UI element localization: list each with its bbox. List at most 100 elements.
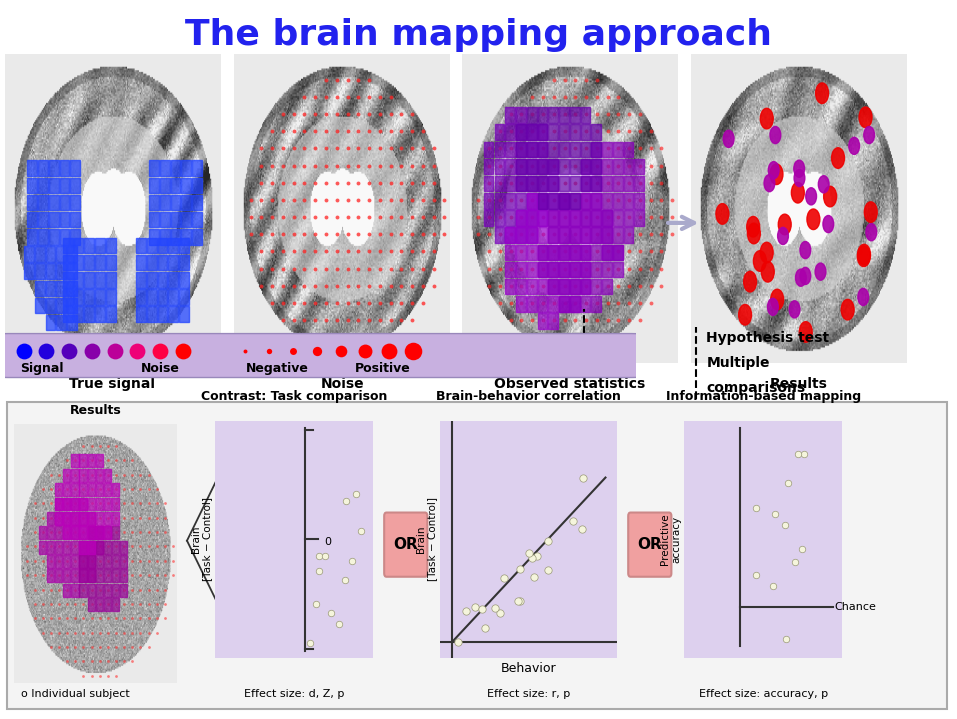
Bar — [56, 263, 66, 279]
Bar — [192, 178, 202, 193]
Bar — [538, 227, 547, 243]
Bar — [495, 176, 504, 191]
Bar — [56, 512, 62, 525]
Bar — [559, 296, 568, 311]
Bar — [71, 584, 78, 597]
Bar — [591, 159, 601, 174]
Bar — [559, 124, 568, 139]
Bar — [505, 193, 515, 209]
Bar — [96, 598, 103, 611]
Bar — [548, 193, 558, 209]
Bar — [634, 176, 644, 191]
Point — [794, 543, 810, 554]
Bar — [516, 227, 525, 243]
Bar — [591, 193, 601, 209]
Bar — [559, 193, 568, 209]
Circle shape — [716, 203, 729, 224]
Bar — [67, 280, 77, 296]
Bar — [147, 272, 157, 288]
Bar — [538, 244, 547, 260]
Bar — [88, 584, 95, 597]
Bar — [158, 238, 167, 253]
Bar — [559, 210, 568, 226]
Bar — [624, 193, 634, 209]
Y-axis label: Predictive
accuracy: Predictive accuracy — [660, 513, 681, 565]
Bar — [559, 262, 568, 278]
Bar — [538, 193, 547, 209]
Bar — [63, 255, 73, 270]
Bar — [96, 526, 103, 539]
Point — [513, 595, 528, 607]
Circle shape — [866, 224, 877, 241]
Text: OR: OR — [393, 537, 418, 552]
Point — [497, 572, 512, 584]
Bar — [495, 159, 504, 174]
Bar — [559, 296, 568, 311]
Bar — [88, 512, 95, 525]
Bar — [74, 306, 83, 322]
Bar — [613, 244, 623, 260]
Bar — [149, 229, 159, 244]
Bar — [104, 526, 111, 539]
Text: o Individual subject: o Individual subject — [21, 689, 130, 699]
Bar — [526, 193, 537, 209]
Circle shape — [770, 164, 783, 185]
Bar — [581, 210, 590, 226]
Text: Hypothesis test: Hypothesis test — [706, 331, 830, 344]
Circle shape — [762, 262, 774, 282]
Circle shape — [815, 83, 829, 104]
Bar — [63, 272, 73, 288]
Text: Noise: Noise — [141, 362, 180, 375]
Circle shape — [794, 170, 805, 187]
Bar — [49, 212, 58, 227]
Bar — [63, 555, 71, 568]
Bar — [634, 193, 644, 209]
Bar — [613, 227, 623, 243]
Bar — [74, 238, 83, 253]
Bar — [112, 569, 120, 582]
Circle shape — [746, 216, 760, 237]
Bar — [516, 210, 525, 226]
Bar — [569, 193, 580, 209]
Bar — [538, 107, 547, 123]
Bar — [591, 124, 601, 139]
Bar — [569, 210, 580, 226]
Point — [16, 345, 32, 357]
Text: Results: Results — [70, 404, 122, 417]
Bar — [526, 142, 537, 157]
Bar — [548, 279, 558, 294]
Bar — [516, 227, 525, 243]
Bar — [84, 289, 94, 305]
Bar — [74, 272, 83, 288]
Circle shape — [744, 271, 757, 292]
Bar — [591, 176, 601, 191]
Bar — [121, 584, 127, 597]
Bar — [79, 541, 87, 554]
Bar — [559, 142, 568, 157]
Bar — [79, 569, 87, 582]
Circle shape — [857, 244, 871, 265]
Bar — [88, 555, 95, 568]
Bar — [192, 229, 202, 244]
Bar — [63, 483, 71, 496]
Bar — [559, 244, 568, 260]
Bar — [71, 469, 78, 482]
Point — [333, 345, 348, 357]
Bar — [548, 227, 558, 243]
Bar — [84, 255, 94, 270]
Bar — [569, 279, 580, 294]
Point — [152, 345, 167, 357]
Bar — [35, 263, 45, 279]
Bar — [106, 255, 116, 270]
Bar — [84, 238, 94, 253]
Bar — [505, 107, 515, 123]
Bar — [581, 262, 590, 278]
Bar — [526, 176, 537, 191]
Circle shape — [778, 227, 789, 244]
Bar — [602, 244, 612, 260]
Bar — [192, 160, 202, 176]
Bar — [548, 244, 558, 260]
Bar — [56, 483, 62, 496]
Bar — [106, 272, 116, 288]
Bar — [581, 176, 590, 191]
